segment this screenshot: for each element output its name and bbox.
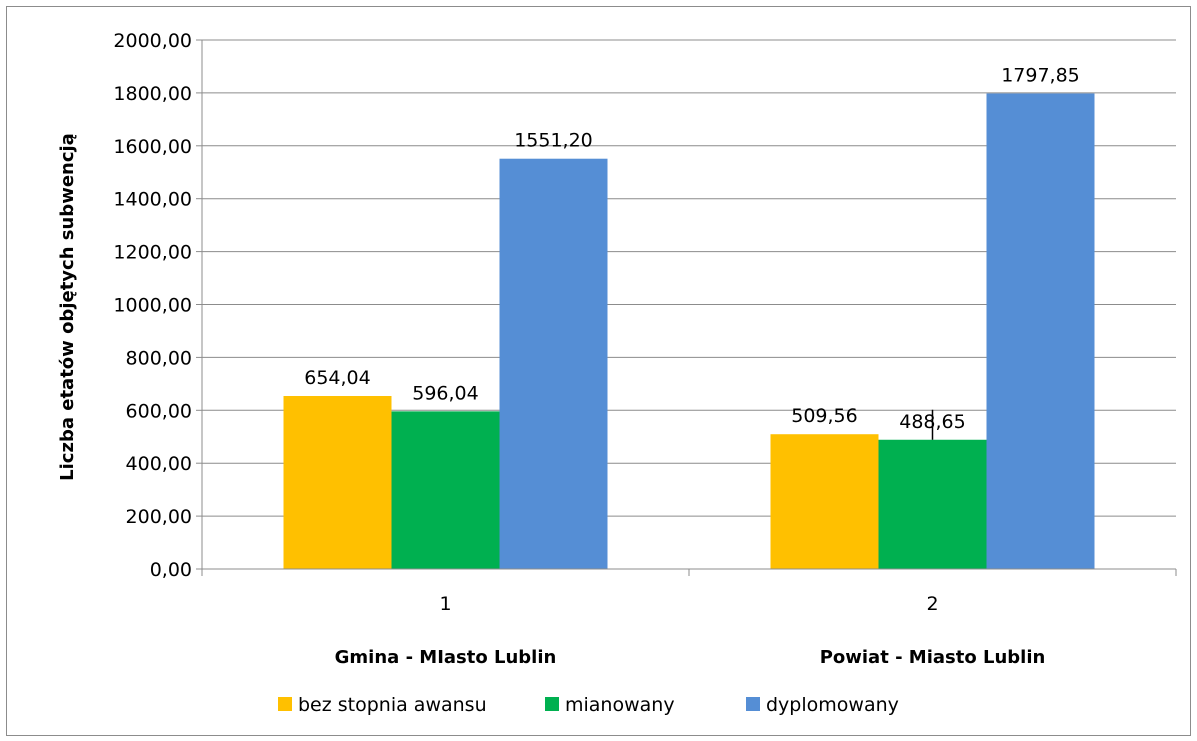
y-tick-label: 600,00 [126,400,192,422]
bar-mianowany-1 [391,411,500,569]
data-label: 1551,20 [514,130,593,152]
legend-swatch [746,697,760,711]
y-tick-label: 400,00 [126,453,192,475]
x-axis-categories: 1 Gmina - MIasto Lublin 2 Powiat - Miasto L… [335,593,1046,668]
x-category-label: 2 [926,593,938,615]
axes [201,40,1177,576]
legend: bez stopnia awansu mianowany dyplomowany [278,694,899,716]
bar-bez-stopnia-awansu-1 [283,396,392,569]
y-tick-label: 1800,00 [113,83,192,105]
y-tick-label: 1200,00 [113,242,192,264]
y-axis-title: Liczba etatów objętych subwencją [57,133,78,481]
y-tick-label: 1000,00 [113,295,192,317]
y-tick-label: 200,00 [126,506,192,528]
chart-frame: 0,00 200,00 400,00 600,00 800,00 1000,00 1200,… [6,6,1191,736]
bar-chart: 0,00 200,00 400,00 600,00 800,00 1000,00 1200,… [57,30,1177,716]
group-label: Powiat - Miasto Lublin [820,647,1046,668]
legend-swatch [278,697,292,711]
legend-label: bez stopnia awansu [298,694,487,716]
data-label: 1797,85 [1001,64,1080,86]
bar-dyplomowany-2 [986,93,1095,569]
y-tick-label: 1400,00 [113,189,192,211]
bar-dyplomowany-1 [499,158,608,570]
y-tick-label: 800,00 [126,347,192,369]
data-label: 654,04 [304,367,370,389]
bar-mianowany-2 [878,439,987,569]
bar-bez-stopnia-awansu-2 [770,434,879,569]
x-category-label: 1 [439,593,451,615]
data-label: 596,04 [412,382,478,404]
y-tick-label: 2000,00 [113,30,192,52]
legend-label: dyplomowany [766,694,899,716]
legend-swatch [545,697,559,711]
group-label: Gmina - MIasto Lublin [335,647,557,668]
data-label: 509,56 [791,405,857,427]
y-axis-ticks: 0,00 200,00 400,00 600,00 800,00 1000,00 1200,… [113,30,202,581]
y-tick-label: 1600,00 [113,136,192,158]
y-tick-label: 0,00 [150,559,192,581]
legend-label: mianowany [565,694,675,716]
bars [283,93,1095,570]
